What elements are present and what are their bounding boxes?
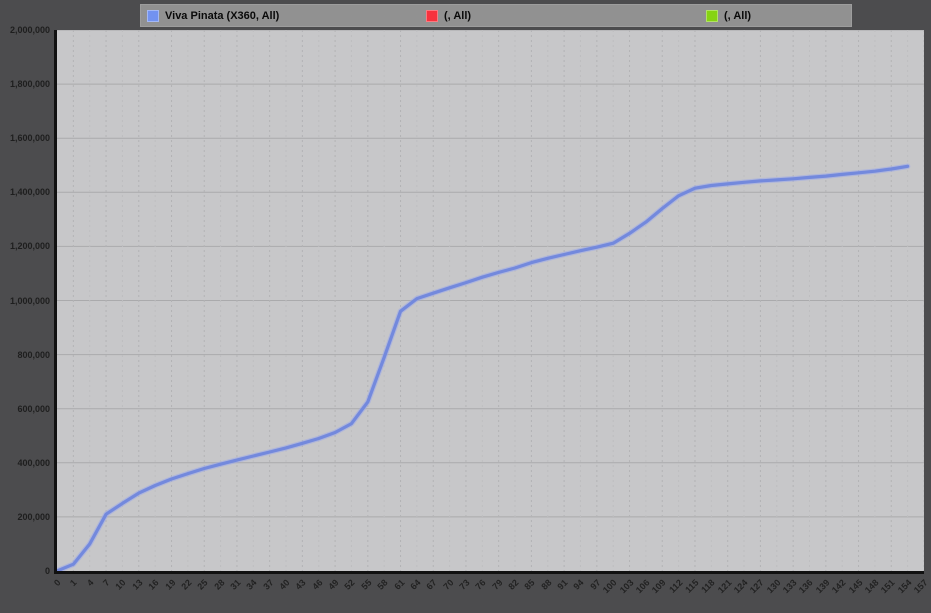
y-axis-tick-label: 1,200,000 [9,241,50,252]
legend-swatch-blue-icon [147,9,159,22]
legend-swatch-red-icon [426,9,438,22]
y-axis-tick-label: 400,000 [17,457,50,468]
chart-page: { "page": { "background": "#4c4c4e", "pl… [9,4,930,596]
legend-item-viva-pinata[interactable]: Viva Pinata (X360, All) [147,5,279,26]
series-line [57,164,910,571]
y-axis-tick-label: 600,000 [17,403,50,414]
y-axis-tick-label: 1,800,000 [9,79,50,90]
legend-item-series-3[interactable]: (, All) [706,5,751,26]
legend-label: (, All) [444,9,472,22]
plot-area[interactable] [54,30,924,574]
legend-bar: Viva Pinata (X360, All) (, All) (, All) [140,4,852,27]
y-axis-tick-label: 200,000 [17,511,50,522]
y-axis-tick-label: 0 [44,566,50,576]
y-axis-tick-label: 1,400,000 [9,187,50,198]
y-axis-tick-label: 1,000,000 [9,295,50,306]
y-axis-tick-label: 2,000,000 [9,25,50,35]
y-axis-tick-label: 800,000 [17,349,50,360]
legend-item-series-2[interactable]: (, All) [426,5,471,26]
legend-label: Viva Pinata (X360, All) [165,9,280,22]
chart-canvas[interactable] [57,30,924,571]
legend-label: (, All) [724,9,752,22]
legend-swatch-green-icon [706,9,718,22]
y-axis-tick-label: 1,600,000 [9,133,50,144]
